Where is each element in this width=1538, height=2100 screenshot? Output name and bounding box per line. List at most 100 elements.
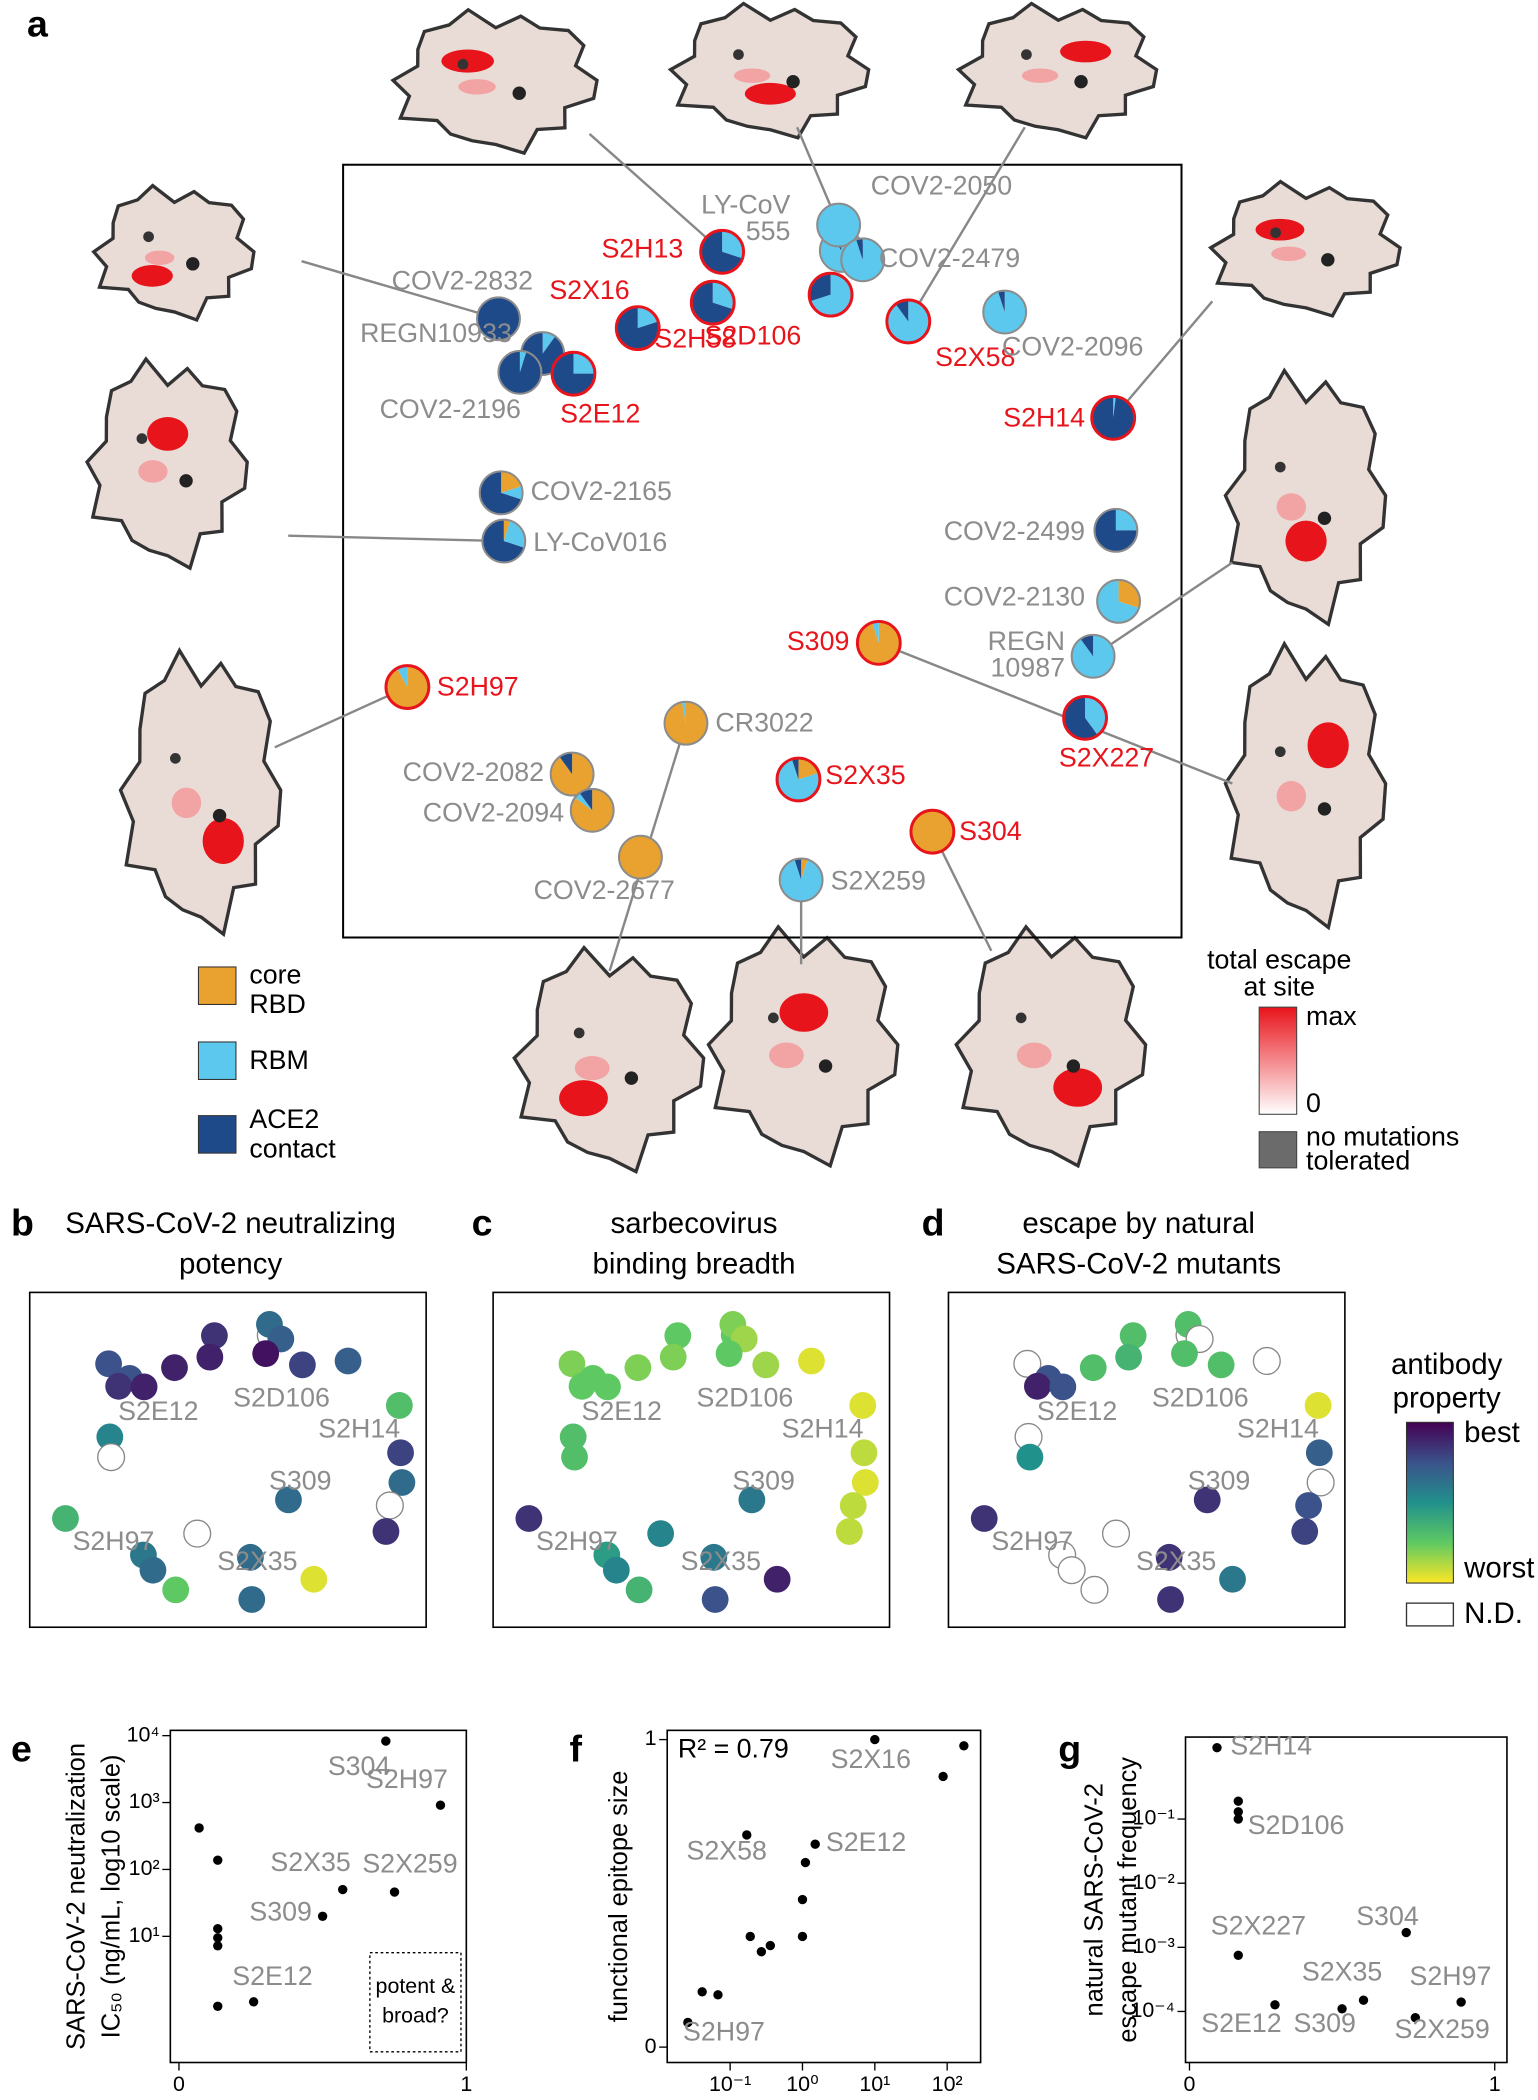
antibody-label: S2H14: [782, 1413, 864, 1443]
data-point: [713, 1990, 723, 2000]
pie-border: [1093, 507, 1139, 553]
antibody-pie: [778, 857, 824, 903]
antibody-pie: [840, 237, 886, 283]
point-label: S2E12: [826, 1827, 906, 1857]
data-point: [1337, 2004, 1347, 2014]
antibody-pie: [1096, 578, 1141, 624]
antibody-dot: [1155, 1543, 1183, 1571]
antibody-dot: [839, 1492, 867, 1519]
pie-slice: [1115, 508, 1138, 531]
antibody-dot: [1305, 1439, 1333, 1467]
pie-slice: [1097, 579, 1139, 623]
antibody-dot: [97, 1443, 126, 1472]
antibody-label: COV2-2499: [944, 516, 1085, 546]
x-tick-label: 0: [173, 2072, 185, 2096]
pie-slice: [722, 230, 744, 259]
antibody-label: COV2-2082: [403, 757, 544, 787]
panel-letter: a: [27, 3, 49, 45]
pie-slice: [910, 810, 954, 854]
antibody-label: S2H14: [1003, 402, 1085, 432]
antibody-dot: [625, 1576, 653, 1604]
leader-line: [878, 641, 1233, 785]
data-point: [745, 1931, 755, 1942]
antibody-dot: [1171, 1340, 1198, 1368]
antibody-dot: [183, 1519, 212, 1548]
map-frame: [342, 163, 1183, 939]
antibody-pie: [478, 470, 524, 516]
antibody-dot: [1079, 1354, 1107, 1382]
buried-site: [1021, 49, 1032, 60]
data-point: [435, 1800, 446, 1810]
data-point: [800, 1857, 811, 1868]
legend-label: 0: [1306, 1088, 1321, 1118]
pie-slice: [817, 203, 861, 247]
escape-patch: [1053, 1068, 1103, 1107]
data-point: [1212, 1742, 1222, 1753]
antibody-dot: [1049, 1373, 1077, 1401]
escape-patch: [131, 265, 173, 287]
antibody-pie: [855, 619, 902, 666]
no-mutation-swatch: [1258, 1131, 1298, 1169]
pie-border: [840, 237, 886, 283]
x-tick-label: 1: [1489, 2072, 1501, 2096]
antibody-dot: [1080, 1575, 1109, 1604]
point-label: S304: [1356, 1901, 1419, 1931]
annotation: R² = 0.79: [678, 1734, 789, 1764]
antibody-pie: [807, 271, 854, 318]
pie-slice: [895, 300, 909, 322]
data-point: [194, 1823, 204, 1833]
panel-letter: b: [11, 1201, 34, 1243]
pie-border: [549, 751, 595, 797]
pie-border: [885, 298, 932, 345]
pie-slice: [1063, 696, 1098, 740]
pie-border: [663, 700, 709, 746]
escape-patch: [458, 79, 496, 95]
antibody-label: COV2-2094: [423, 797, 564, 827]
plot-frame: [169, 1729, 468, 2064]
buried-site: [1274, 461, 1286, 473]
buried-site: [767, 1012, 779, 1024]
antibody-dot: [1016, 1443, 1044, 1471]
antibody-dot: [850, 1439, 878, 1467]
point-label: S2X259: [1395, 2014, 1490, 2044]
legend-label: tolerated: [1306, 1146, 1410, 1176]
x-tick-label: 10¹: [859, 2072, 890, 2096]
panel-title: SARS-CoV-2 neutralizing: [65, 1207, 396, 1240]
antibody-label: S309: [787, 626, 850, 656]
rbd-structure: [84, 356, 249, 571]
antibody-label: COV2-2050: [871, 171, 1012, 201]
point-label: S304: [328, 1751, 391, 1781]
buried-site: [512, 86, 526, 100]
antibody-dot: [647, 1520, 675, 1548]
pie-slice: [691, 281, 734, 325]
antibody-label: LY-CoV: [701, 189, 790, 219]
panel-title: escape by natural: [1022, 1207, 1255, 1240]
buried-site: [186, 257, 200, 271]
point-label: S2X227: [1211, 1910, 1306, 1940]
escape-patch: [1276, 493, 1307, 521]
antibody-dot: [700, 1543, 728, 1571]
pie-slice: [841, 238, 885, 282]
antibody-label: S2X259: [831, 866, 926, 896]
antibody-label: REGN10933: [360, 318, 512, 348]
buried-site: [179, 474, 193, 488]
antibody-pie: [909, 808, 956, 855]
panel-letter: d: [922, 1201, 945, 1243]
antibody-label: 555: [746, 216, 791, 246]
rbd-structure: [706, 924, 900, 1169]
antibody-dot: [237, 1543, 264, 1571]
antibody-label: S2E12: [581, 1396, 661, 1426]
escape-patch: [147, 417, 189, 451]
nd-swatch: [1405, 1602, 1455, 1627]
buried-site: [1270, 227, 1281, 239]
y-axis-label: IC₅₀ (ng/mL, log10 scale): [97, 1755, 125, 2039]
x-axis-label: Fab:RBD binding affinity (nM): [657, 2098, 990, 2100]
pie-border: [481, 518, 527, 564]
pie-border: [478, 470, 524, 516]
legend-title: at site: [1244, 971, 1315, 1001]
antibody-dot: [558, 1350, 586, 1378]
data-point: [389, 1887, 400, 1897]
data-point: [742, 1830, 752, 1840]
rbd-structure: [1207, 179, 1402, 318]
leader-line: [588, 133, 723, 253]
